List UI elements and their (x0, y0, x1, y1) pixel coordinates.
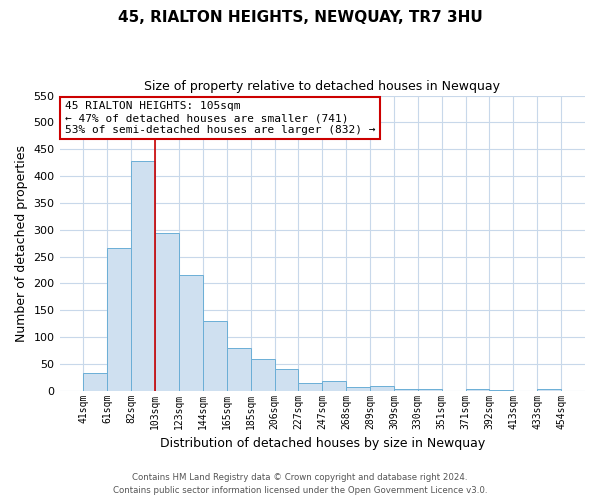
Bar (275, 369, 298, 390)
Bar (418, 389, 442, 390)
Bar (203, 321, 227, 390)
Bar (107, 248, 131, 390)
Bar (227, 348, 251, 391)
Bar (537, 389, 561, 390)
Bar (298, 383, 322, 390)
Text: Contains HM Land Registry data © Crown copyright and database right 2024.
Contai: Contains HM Land Registry data © Crown c… (113, 474, 487, 495)
Bar (251, 359, 275, 390)
Bar (155, 234, 179, 390)
X-axis label: Distribution of detached houses by size in Newquay: Distribution of detached houses by size … (160, 437, 485, 450)
Bar (370, 386, 394, 390)
Bar (346, 388, 370, 390)
Title: Size of property relative to detached houses in Newquay: Size of property relative to detached ho… (144, 80, 500, 93)
Bar (131, 161, 155, 390)
Text: 45, RIALTON HEIGHTS, NEWQUAY, TR7 3HU: 45, RIALTON HEIGHTS, NEWQUAY, TR7 3HU (118, 10, 482, 25)
Bar (466, 389, 490, 390)
Bar (83, 374, 107, 390)
Bar (322, 381, 346, 390)
Bar (394, 389, 418, 390)
Bar (179, 276, 203, 390)
Y-axis label: Number of detached properties: Number of detached properties (15, 144, 28, 342)
Text: 45 RIALTON HEIGHTS: 105sqm
← 47% of detached houses are smaller (741)
53% of sem: 45 RIALTON HEIGHTS: 105sqm ← 47% of deta… (65, 102, 375, 134)
